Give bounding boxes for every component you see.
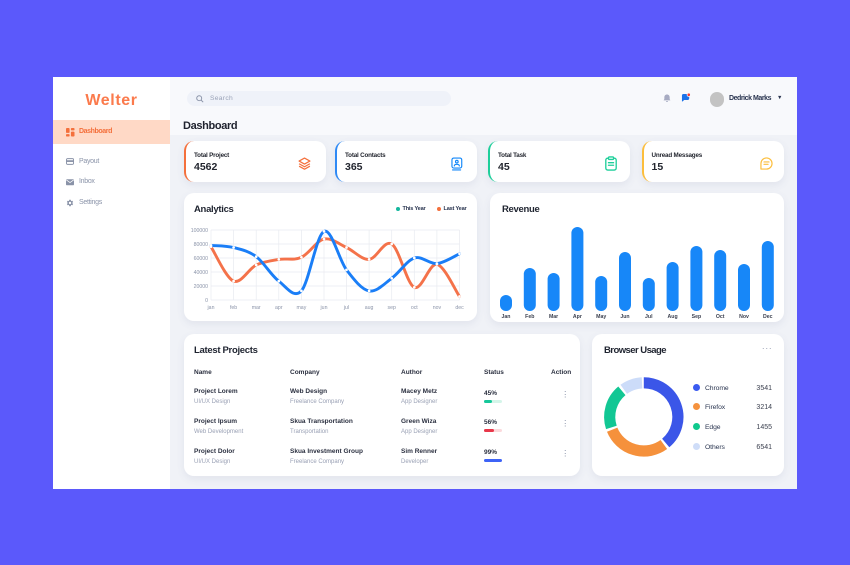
svg-text:Dec: Dec — [763, 314, 773, 320]
svg-text:Apr: Apr — [573, 314, 582, 320]
svg-text:Oct: Oct — [716, 314, 725, 320]
svg-text:apr: apr — [275, 305, 283, 311]
svg-text:Aug: Aug — [668, 314, 678, 320]
svg-text:Jun: Jun — [620, 314, 629, 320]
svg-text:sep: sep — [388, 305, 396, 311]
svg-text:80000: 80000 — [194, 242, 209, 248]
svg-text:Mar: Mar — [549, 314, 558, 320]
svg-text:Nov: Nov — [739, 314, 749, 320]
svg-text:Jul: Jul — [645, 314, 653, 320]
svg-text:nov: nov — [433, 305, 442, 311]
svg-text:May: May — [596, 314, 606, 320]
svg-text:40000: 40000 — [194, 270, 209, 276]
svg-text:may: may — [296, 305, 306, 311]
svg-text:feb: feb — [230, 305, 237, 311]
svg-text:Feb: Feb — [525, 314, 534, 320]
svg-text:aug: aug — [365, 305, 374, 311]
svg-text:jun: jun — [320, 305, 328, 311]
svg-text:jan: jan — [207, 305, 215, 311]
svg-text:20000: 20000 — [194, 284, 209, 290]
svg-text:60000: 60000 — [194, 256, 209, 262]
svg-text:jul: jul — [343, 305, 349, 311]
svg-text:0: 0 — [205, 298, 208, 304]
svg-text:Jan: Jan — [502, 314, 511, 320]
svg-text:oct: oct — [411, 305, 418, 311]
svg-text:100000: 100000 — [191, 228, 208, 234]
svg-text:dec: dec — [455, 305, 464, 311]
svg-text:Sep: Sep — [692, 314, 702, 320]
svg-text:mar: mar — [252, 305, 261, 311]
